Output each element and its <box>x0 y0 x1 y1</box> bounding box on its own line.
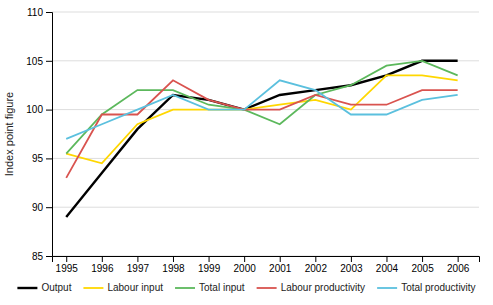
legend-swatch <box>257 287 277 289</box>
x-tick-mark <box>280 256 281 262</box>
y-tick: 85 <box>32 251 52 262</box>
x-tick-label: 1996 <box>91 263 114 274</box>
x-tick: 2006 <box>447 256 470 274</box>
series-line <box>66 75 457 163</box>
y-axis-title: Index point figure <box>3 92 15 176</box>
x-tick: 1999 <box>198 256 221 274</box>
y-tick: 90 <box>32 202 52 213</box>
legend-swatch <box>377 287 397 289</box>
x-tick-mark <box>315 256 316 262</box>
x-tick-mark <box>173 256 174 262</box>
y-tick: 95 <box>32 153 52 164</box>
x-tick-mark <box>351 256 352 262</box>
x-tick: 1996 <box>91 256 114 274</box>
y-tick-label: 85 <box>32 251 44 262</box>
grid-line <box>52 12 479 13</box>
x-tick-label: 1997 <box>127 263 150 274</box>
legend-swatch <box>175 287 195 289</box>
x-axis-line <box>53 257 480 263</box>
x-tick-mark <box>209 256 210 262</box>
x-tick-mark <box>422 256 423 262</box>
legend-item: Total productivity <box>377 282 475 293</box>
x-tick-label: 2005 <box>411 263 434 274</box>
x-tick-label: 1999 <box>198 263 221 274</box>
lines <box>66 61 457 217</box>
x-tick: 2001 <box>269 256 292 274</box>
x-tick: 2002 <box>305 256 328 274</box>
y-axis-line <box>46 13 53 257</box>
x-tick-label: 2004 <box>376 263 399 274</box>
y-tick-label: 110 <box>27 7 43 18</box>
x-axis: 1995 1996 1997 1998 1999 2000 2001 2002 2003 2004… <box>53 256 480 274</box>
y-tick-mark <box>46 12 52 13</box>
x-tick-label: 2000 <box>234 263 257 274</box>
x-tick: 1998 <box>162 256 185 274</box>
plot: 1995 1996 1997 1998 1999 2000 2001 2002 2003 2004… <box>3 7 480 274</box>
y-tick-label: 100 <box>26 104 43 115</box>
x-tick-label: 2006 <box>447 263 470 274</box>
legend-item: Labour productivity <box>257 282 366 293</box>
legend-item: Output <box>17 282 71 293</box>
legend: Output Labour input Total input Labour prod… <box>17 282 475 293</box>
y-tick-label: 95 <box>32 153 44 164</box>
y-tick: 100 <box>26 104 52 115</box>
series-line <box>66 61 457 217</box>
legend-label: Labour input <box>107 282 163 293</box>
x-tick: 2003 <box>340 256 363 274</box>
legend-swatch <box>83 287 103 289</box>
y-tick-mark <box>46 61 52 62</box>
series-line <box>66 61 457 154</box>
y-tick: 105 <box>26 56 52 67</box>
x-tick-label: 1998 <box>162 263 185 274</box>
x-tick-mark <box>102 256 103 262</box>
grid-line <box>52 158 479 159</box>
x-tick: 2005 <box>411 256 434 274</box>
series-line <box>66 80 457 139</box>
legend-label: Total input <box>199 282 245 293</box>
x-tick-label: 2002 <box>305 263 328 274</box>
x-tick-mark <box>458 256 459 262</box>
legend-item: Total input <box>175 282 245 293</box>
x-tick: 2000 <box>234 256 257 274</box>
grid-line <box>52 207 479 208</box>
x-tick-mark <box>386 256 387 262</box>
x-tick-label: 1995 <box>56 263 79 274</box>
legend-label: Total productivity <box>401 282 475 293</box>
y-tick-mark <box>46 256 52 257</box>
y-tick-label: 90 <box>32 202 44 213</box>
x-tick: 2004 <box>376 256 399 274</box>
y-tick-label: 105 <box>26 56 43 67</box>
legend-label: Output <box>41 282 71 293</box>
x-tick-label: 2001 <box>269 263 292 274</box>
y-tick: 110 <box>27 7 52 18</box>
series-line <box>66 80 457 178</box>
y-axis: 85 90 95 100 105 110 <box>26 7 52 262</box>
legend-item: Labour input <box>83 282 163 293</box>
legend-label: Labour productivity <box>281 282 366 293</box>
x-tick-label: 2003 <box>340 263 363 274</box>
x-tick-mark <box>66 256 67 262</box>
x-tick: 1997 <box>127 256 150 274</box>
y-tick-mark <box>46 110 52 111</box>
x-tick-mark <box>137 256 138 262</box>
y-tick-mark <box>46 158 52 159</box>
x-tick: 1995 <box>56 256 79 274</box>
legend-swatch <box>17 287 37 289</box>
x-tick-mark <box>244 256 245 262</box>
grid <box>52 12 479 256</box>
y-tick-mark <box>46 207 52 208</box>
chart: Output Labour input Total input Labour prod… <box>0 0 493 305</box>
